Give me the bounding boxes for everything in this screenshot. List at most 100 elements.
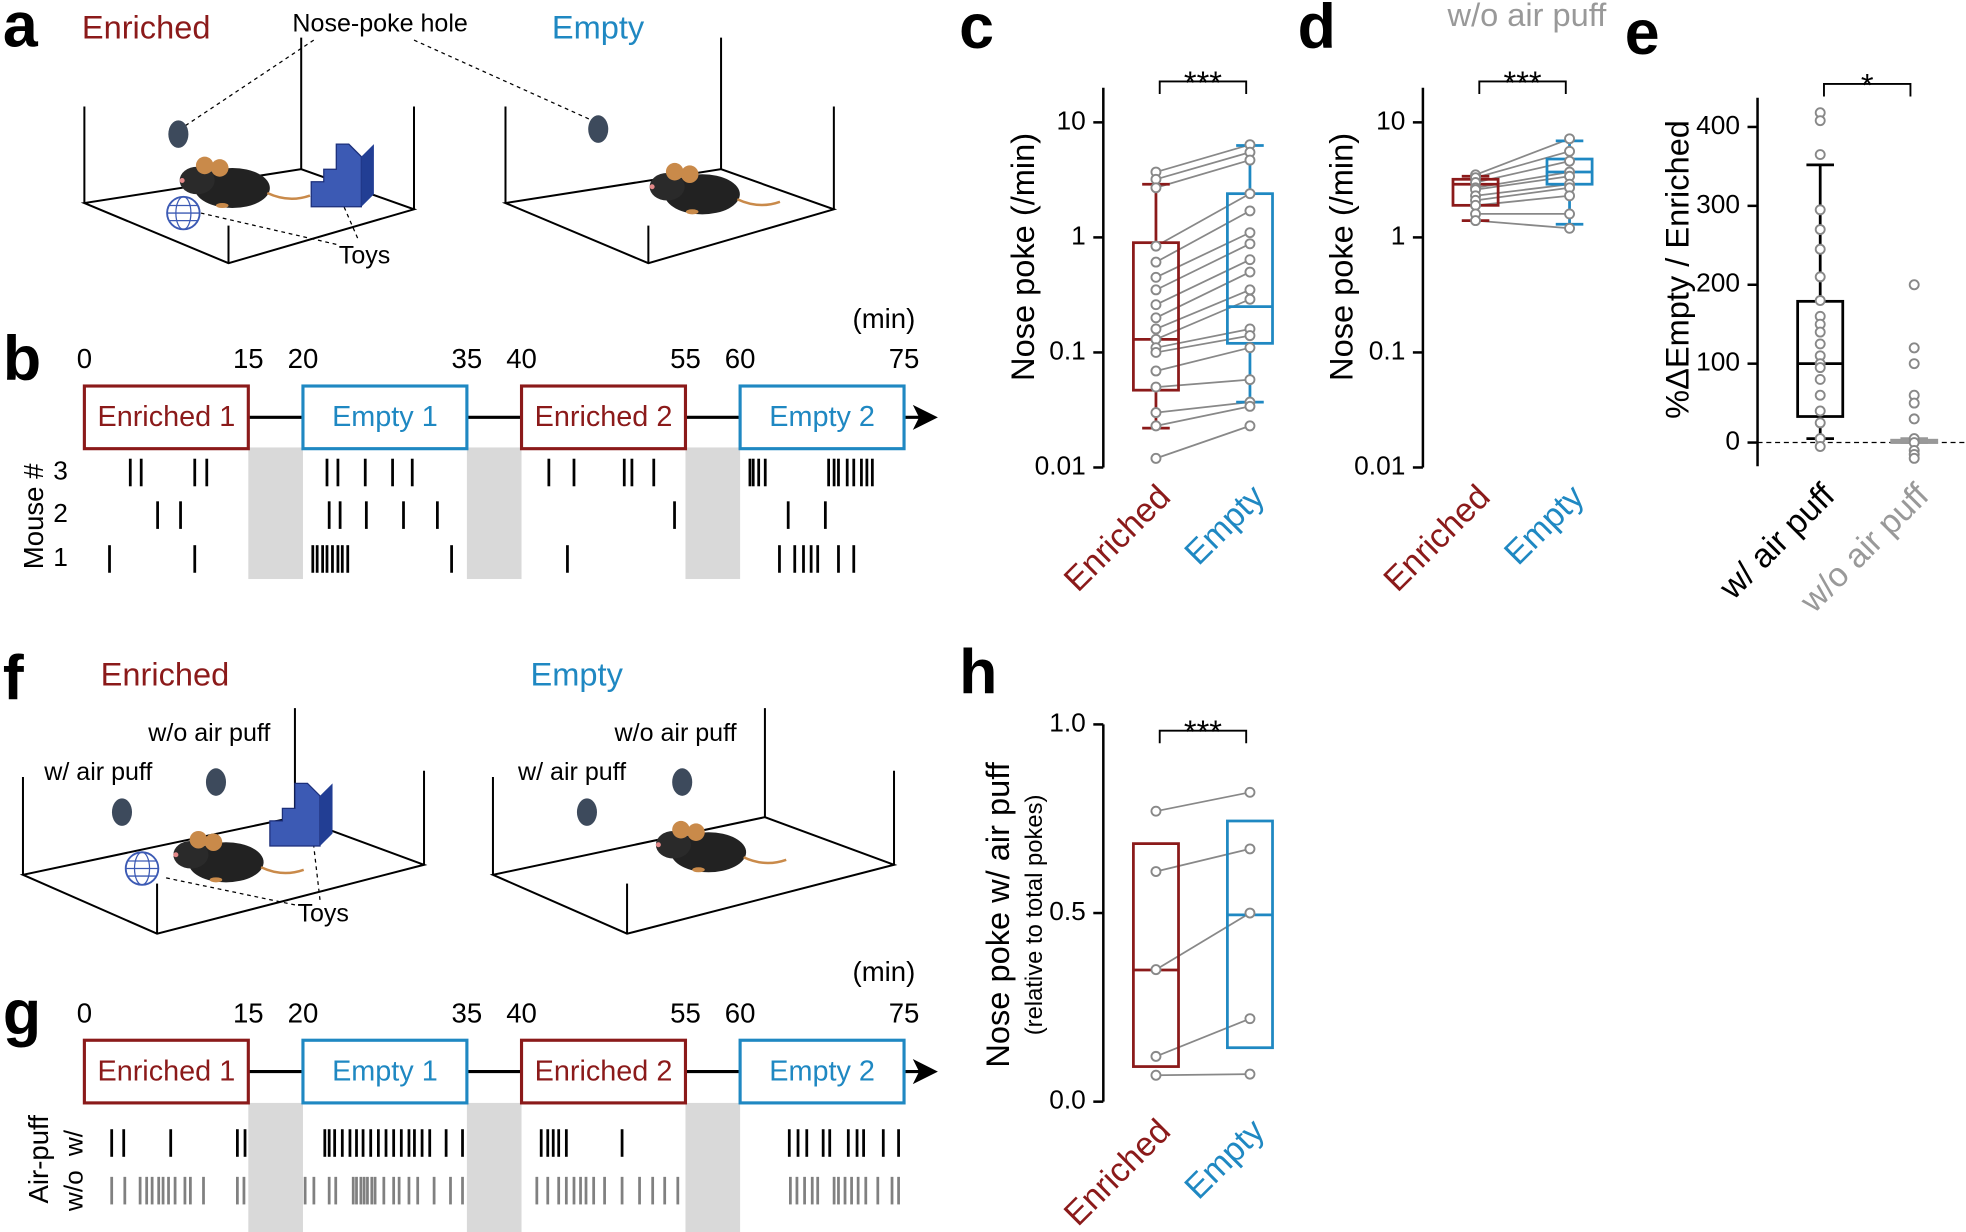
point [1814, 373, 1826, 385]
significance: *** [1504, 65, 1542, 101]
chart-c: c 0.01 0.1 1 10 Nose poke (/min) *** Enriched Em… [959, 0, 1274, 599]
point [1814, 338, 1826, 350]
label: w/ air puff [517, 758, 626, 786]
panel-letter: c [959, 0, 994, 62]
mouse [654, 819, 788, 874]
point [1470, 215, 1482, 227]
pair-line [1155, 334, 1251, 354]
point [1150, 407, 1162, 419]
y-axis-label: %ΔEmpty / Enriched [1659, 120, 1695, 419]
pair-line [1155, 231, 1251, 279]
point [1150, 805, 1162, 817]
pair-line [1155, 298, 1251, 341]
x-tick-label: 60 [725, 997, 756, 1028]
row-label: 1 [53, 542, 68, 572]
session-box [519, 384, 688, 451]
pair-line [1155, 151, 1251, 181]
x-tick-label: Empty [1497, 478, 1592, 573]
pair-line [1475, 175, 1570, 191]
point [1150, 964, 1162, 976]
label: Toys [297, 900, 349, 928]
x-tick-label: 55 [670, 997, 701, 1028]
point [1564, 145, 1575, 157]
y-tick-label: 0.0 [1049, 1085, 1086, 1115]
point [1150, 312, 1162, 324]
box [1226, 819, 1274, 1050]
significance: *** [1184, 65, 1222, 101]
y-tick-label: 0.5 [1049, 896, 1086, 926]
session-label: Empty 1 [332, 401, 438, 433]
y-tick-label: 1 [1391, 220, 1406, 250]
diagram-a: a Enriched Empty Nose-poke hole Toys [3, 0, 838, 270]
toy-stairs [269, 782, 334, 847]
point [1908, 452, 1920, 464]
session-label: Enriched 1 [97, 401, 235, 433]
point [1814, 441, 1826, 452]
point [1814, 115, 1826, 127]
y-tick-label: 100 [1696, 347, 1740, 377]
pair-line [1155, 405, 1251, 427]
pair-line [1475, 137, 1570, 176]
diagram-title: Enriched [82, 10, 211, 46]
point [1564, 222, 1575, 234]
point [1244, 284, 1256, 296]
y-tick-label: 10 [1376, 105, 1405, 135]
point [1244, 420, 1256, 432]
label: w/ air puff [43, 758, 152, 786]
panel-letter: h [959, 637, 997, 707]
pair-line [1155, 1073, 1250, 1077]
x-tick-label: 0 [77, 997, 92, 1028]
hole [672, 768, 693, 796]
pair-line [1155, 243, 1251, 291]
session-box [82, 384, 250, 451]
x-tick-label: 0 [77, 343, 92, 374]
point [1150, 381, 1162, 393]
point [1244, 238, 1256, 250]
y-axis-label: Nose poke w/ air puff [980, 761, 1016, 1067]
diagram-title: Empty [552, 10, 645, 46]
chart-d: d w/o air puff 0.01 0.1 1 10 Nose poke (/min) *… [1298, 0, 1608, 599]
leader-lines [163, 845, 321, 906]
point [1244, 293, 1256, 305]
pair-line [1155, 346, 1251, 372]
session-label: Enriched 1 [97, 1055, 235, 1087]
pair-line [1155, 192, 1251, 247]
point [1564, 155, 1575, 167]
point [1908, 342, 1920, 354]
point [1150, 1050, 1162, 1062]
point [1908, 358, 1920, 370]
session-box [301, 1038, 469, 1105]
x-tick-label: 35 [452, 343, 483, 374]
point [1150, 452, 1162, 464]
point [1814, 362, 1826, 374]
point [1814, 271, 1826, 283]
session-box [301, 384, 469, 451]
x-tick-label: 15 [233, 343, 264, 374]
gap-shade [685, 1102, 741, 1232]
significance-bracket [1158, 80, 1248, 94]
y-tick-label: 1.0 [1049, 707, 1086, 737]
x-tick-label: Enriched [1057, 478, 1178, 599]
point [1150, 1069, 1162, 1081]
unit-label: (min) [853, 956, 916, 987]
session-box [82, 1038, 250, 1105]
point [1150, 240, 1162, 252]
point [1908, 397, 1920, 409]
x-tick-label: Enriched [1376, 478, 1497, 599]
hole [205, 768, 227, 796]
y-axis-label: Nose poke (/min) [1005, 133, 1041, 381]
point [1150, 323, 1162, 335]
panel-letter: a [3, 0, 39, 61]
session-label: Empty 1 [332, 1055, 438, 1087]
point [1564, 190, 1575, 202]
point [1150, 420, 1162, 432]
point [1814, 243, 1826, 255]
x-tick-label: 40 [506, 997, 537, 1028]
point [1814, 326, 1826, 338]
significance-bracket [1158, 729, 1248, 744]
x-tick-label: 55 [670, 343, 701, 374]
toy-ball [166, 195, 201, 231]
diagram-title: Empty [531, 656, 624, 692]
point [1244, 205, 1256, 217]
point [1564, 133, 1575, 145]
